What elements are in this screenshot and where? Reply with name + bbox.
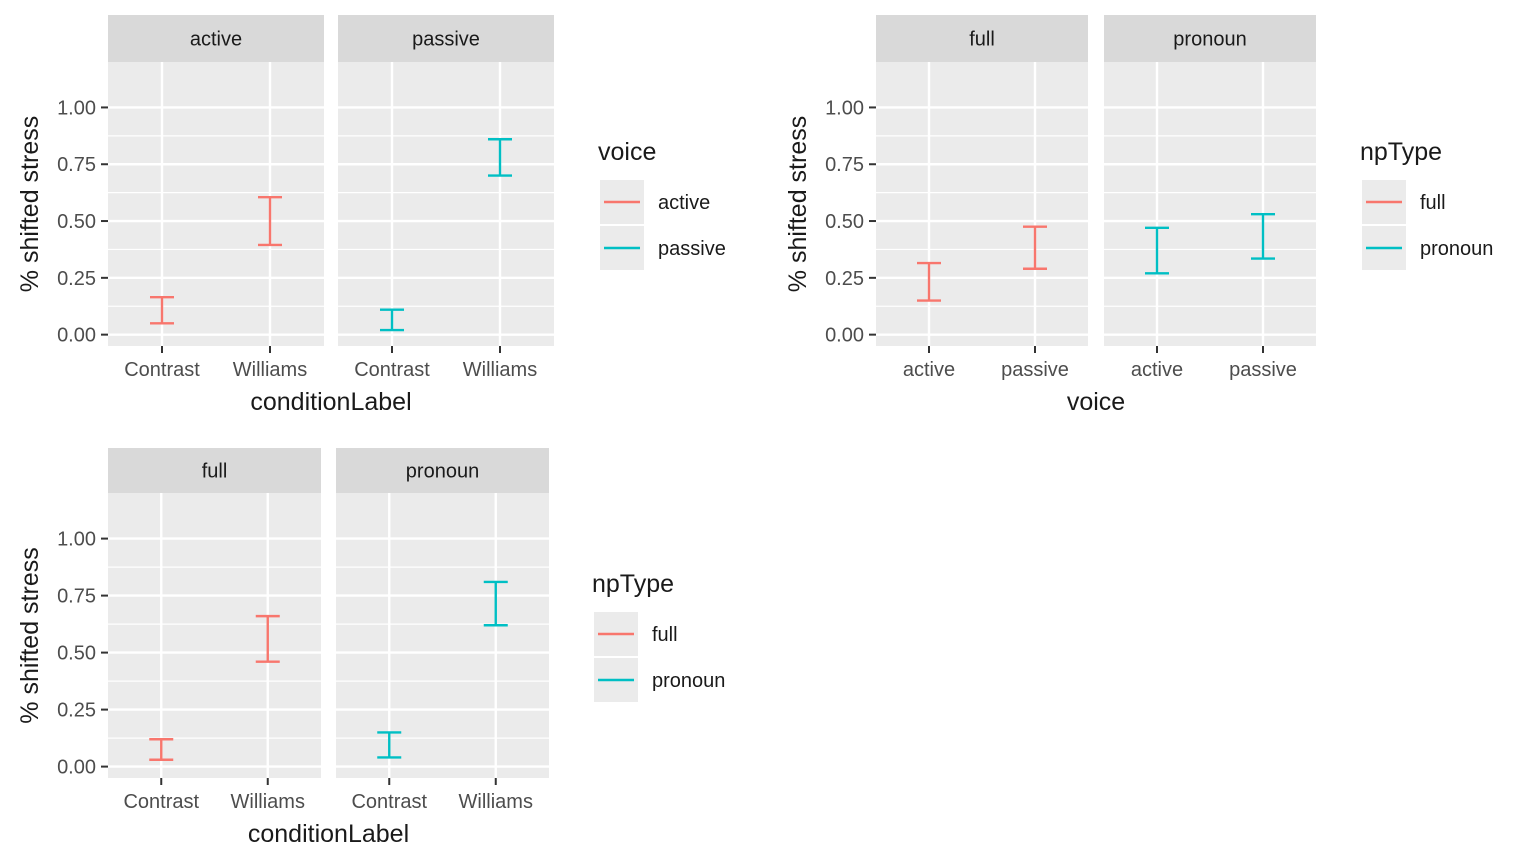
facet-active: active Contrast Williams [108,15,324,381]
y-axis-title: % shifted stress [16,116,44,292]
y-tick-label: 0.25 [825,268,864,290]
y-tick-label: 0.50 [57,211,96,233]
facet-strip [108,15,324,62]
chart-3: full Contrast Williams pronoun Contrast Willi… [16,448,725,848]
y-tick-label: 0.75 [57,586,96,608]
x-axis-title: conditionLabel [248,820,409,848]
errorbar-Contrast [149,738,174,761]
x-tick-label: Contrast [123,791,199,813]
y-tick-label: 0.75 [825,154,864,176]
facet-strip-label: active [190,29,242,51]
x-tick-label: Williams [463,359,537,381]
y-tick-label: 1.00 [57,97,96,119]
x-tick-label: active [903,359,955,381]
errorbar-passive [1251,213,1275,260]
y-tick-label: 1.00 [57,529,96,551]
y-tick-label: 0.00 [57,757,96,779]
panel-background [108,62,324,346]
legend-label: passive [658,238,726,260]
legend-label: full [652,624,678,646]
facet-strip-label: full [202,461,228,483]
panel-background [1104,62,1316,346]
errorbar-passive [1023,225,1047,270]
facet-strip [1104,15,1316,62]
y-axis-title: % shifted stress [16,547,44,723]
panel-background [336,493,549,778]
y-tick-label: 0.00 [825,325,864,347]
y-tick-label: 0.75 [57,154,96,176]
facet-strip [876,15,1088,62]
y-tick-label: 1.00 [825,97,864,119]
legend-title: npType [1360,138,1442,166]
facet-strip [338,15,554,62]
chart-2: full active passive pronoun active passive 0.0… [784,15,1493,416]
x-tick-label: Williams [231,791,305,813]
legend-label: pronoun [1420,238,1493,260]
errorbar-Contrast [150,295,174,325]
facet-pronoun: pronoun active passive [1104,15,1316,381]
legend: npType full pronoun [1360,138,1493,270]
errorbar-active [1145,226,1169,275]
chart-1: active Contrast Williams passive Contrast Wil… [16,15,726,416]
x-axis-title: voice [1067,388,1125,416]
legend-label: active [658,192,710,214]
errorbar-Contrast [380,308,404,332]
x-tick-label: Contrast [351,791,427,813]
x-tick-label: Williams [459,791,533,813]
x-tick-label: passive [1001,359,1069,381]
errorbar-Contrast [377,731,402,759]
y-tick-label: 0.50 [825,211,864,233]
facet-strip-label: pronoun [1173,29,1246,51]
y-tick-label: 0.00 [57,325,96,347]
facet-strip [108,448,321,493]
x-tick-label: Williams [233,359,307,381]
y-axis-title: % shifted stress [784,116,812,292]
legend-label: full [1420,192,1446,214]
panel-background [108,493,321,778]
legend-label: pronoun [652,670,725,692]
x-axis-title: conditionLabel [250,388,411,416]
facet-full: full active passive [876,15,1088,381]
errorbar-Williams [488,138,512,177]
errorbar-active [917,261,941,302]
facet-full: full Contrast Williams [108,448,321,813]
facet-strip [336,448,549,493]
panel-background [876,62,1088,346]
legend-title: voice [598,138,656,166]
y-tick-label: 0.25 [57,700,96,722]
x-tick-label: Contrast [354,359,430,381]
legend: npType full pronoun [592,570,725,702]
errorbar-Williams [258,195,282,247]
x-tick-label: Contrast [124,359,200,381]
facet-strip-label: pronoun [406,461,479,483]
facet-pronoun: pronoun Contrast Williams [336,448,549,813]
x-tick-label: active [1131,359,1183,381]
y-tick-label: 0.25 [57,268,96,290]
y-tick-label: 0.50 [57,643,96,665]
facet-passive: passive Contrast Williams [338,15,554,381]
errorbar-Williams [255,614,280,663]
facet-strip-label: full [969,29,995,51]
errorbar-Williams [483,580,508,627]
legend-title: npType [592,570,674,598]
panel-background [338,62,554,346]
legend: voice active passive [598,138,726,270]
x-tick-label: passive [1229,359,1297,381]
facet-strip-label: passive [412,29,480,51]
